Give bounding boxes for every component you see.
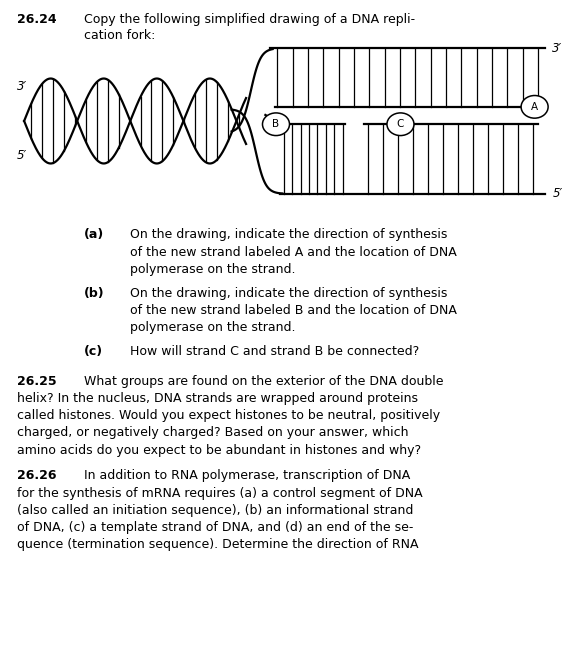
Text: of the new strand labeled A and the location of DNA: of the new strand labeled A and the loca… [130,246,457,259]
Text: How will strand C and strand B be connected?: How will strand C and strand B be connec… [130,346,420,358]
Text: polymerase on the strand.: polymerase on the strand. [130,321,296,334]
Circle shape [387,113,414,136]
Text: of the new strand labeled B and the location of DNA: of the new strand labeled B and the loca… [130,304,457,317]
Text: On the drawing, indicate the direction of synthesis: On the drawing, indicate the direction o… [130,228,448,242]
Text: (a): (a) [84,228,104,242]
Text: In addition to RNA polymerase, transcription of DNA: In addition to RNA polymerase, transcrip… [84,469,410,483]
Text: 3′: 3′ [552,42,563,55]
Text: polymerase on the strand.: polymerase on the strand. [130,263,296,276]
Text: cation fork:: cation fork: [84,29,155,42]
Text: 26.26: 26.26 [17,469,57,483]
Text: of DNA, (c) a template strand of DNA, and (d) an end of the se-: of DNA, (c) a template strand of DNA, an… [17,521,414,534]
Text: for the synthesis of mRNA requires (a) a control segment of DNA: for the synthesis of mRNA requires (a) a… [17,487,423,500]
Text: quence (termination sequence). Determine the direction of RNA: quence (termination sequence). Determine… [17,538,419,551]
Text: On the drawing, indicate the direction of synthesis: On the drawing, indicate the direction o… [130,287,448,300]
Text: B: B [273,119,280,129]
Text: 3′: 3′ [17,80,27,93]
Circle shape [521,95,548,118]
Text: 5′: 5′ [17,149,27,162]
Text: (also called an initiation sequence), (b) an informational strand: (also called an initiation sequence), (b… [17,504,414,517]
Text: A: A [531,102,538,112]
Text: 26.25: 26.25 [17,375,57,388]
Text: 26.24: 26.24 [17,13,57,26]
Text: helix? In the nucleus, DNA strands are wrapped around proteins: helix? In the nucleus, DNA strands are w… [17,392,419,405]
Text: called histones. Would you expect histones to be neutral, positively: called histones. Would you expect histon… [17,409,441,422]
Text: (b): (b) [84,287,105,300]
Circle shape [262,113,290,136]
Text: amino acids do you expect to be abundant in histones and why?: amino acids do you expect to be abundant… [17,444,422,457]
Text: charged, or negatively charged? Based on your answer, which: charged, or negatively charged? Based on… [17,426,409,440]
Text: 5′: 5′ [552,187,563,201]
Text: (c): (c) [84,346,103,358]
Text: C: C [397,119,404,129]
Text: What groups are found on the exterior of the DNA double: What groups are found on the exterior of… [84,375,444,388]
Text: Copy the following simplified drawing of a DNA repli-: Copy the following simplified drawing of… [84,13,415,26]
